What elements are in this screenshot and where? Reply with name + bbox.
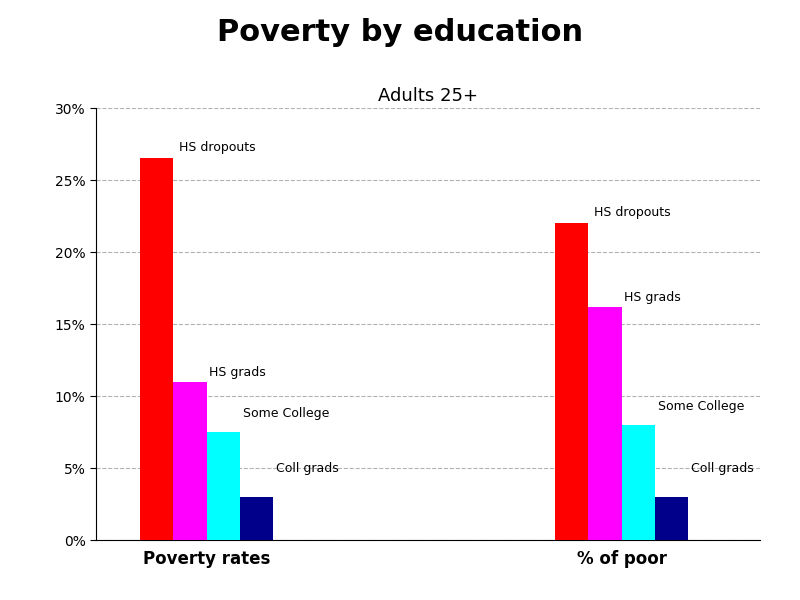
Bar — [555, 223, 589, 540]
Bar — [622, 425, 655, 540]
Bar — [240, 497, 273, 540]
Bar — [206, 432, 240, 540]
Title: Adults 25+: Adults 25+ — [378, 87, 478, 105]
Text: HS dropouts: HS dropouts — [594, 206, 670, 219]
Bar — [589, 307, 622, 540]
Bar — [174, 382, 206, 540]
Text: HS dropouts: HS dropouts — [179, 141, 256, 154]
Text: Some College: Some College — [242, 407, 329, 421]
Text: HS grads: HS grads — [210, 366, 266, 379]
Text: Coll grads: Coll grads — [691, 462, 754, 475]
Text: HS grads: HS grads — [625, 291, 681, 304]
Bar — [140, 158, 174, 540]
Text: Some College: Some College — [658, 400, 744, 413]
Text: Coll grads: Coll grads — [276, 462, 338, 475]
Bar — [655, 497, 688, 540]
Text: Poverty by education: Poverty by education — [217, 18, 583, 47]
